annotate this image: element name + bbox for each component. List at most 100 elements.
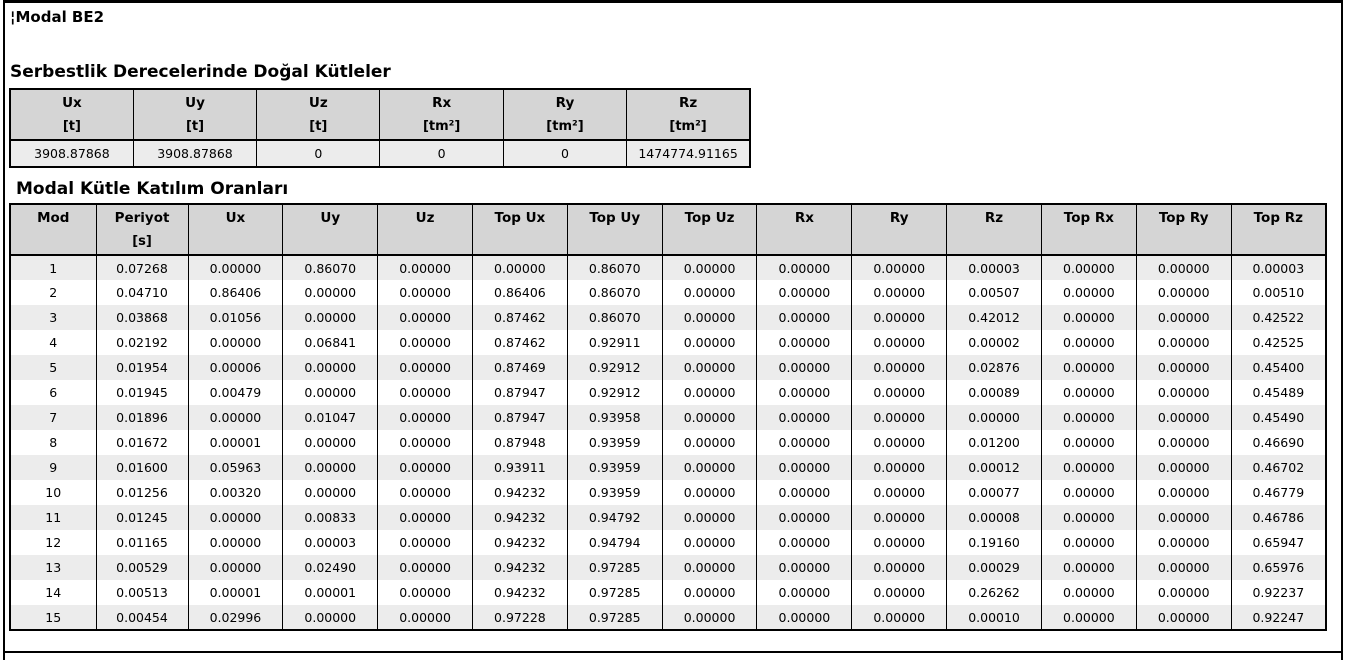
- table-cell: 0.65976: [1230, 555, 1326, 580]
- table-cell: 0.00000: [282, 280, 378, 305]
- table-cell: 0.00000: [851, 255, 947, 280]
- table-cell: 0.00000: [756, 605, 852, 630]
- table-cell: 13: [10, 555, 96, 580]
- table-cell: 0.07268: [95, 255, 188, 280]
- table-cell: 2: [10, 280, 96, 305]
- table-cell: 0.00000: [851, 480, 947, 505]
- table-cell: 0.00000: [1135, 530, 1232, 555]
- table-cell: 0.01672: [95, 430, 188, 455]
- table-cell: 0.00008: [946, 505, 1042, 530]
- table-cell: 0.00000: [1040, 330, 1137, 355]
- table-cell: 0.46702: [1230, 455, 1326, 480]
- table-cell: 0.87948: [471, 430, 568, 455]
- modal-participation-heading: Modal Kütle Katılım Oranları: [16, 179, 289, 199]
- report-title: ¦Modal BE2: [10, 8, 105, 26]
- table-cell: 0.92912: [566, 380, 663, 405]
- table-cell: 9: [10, 455, 96, 480]
- table-cell: 14: [10, 580, 96, 605]
- table-cell: 0.00089: [946, 380, 1042, 405]
- natural-masses-header-row: Ux [t] Uy [t] Uz [t] Rx [tm²] Ry [tm²] Rz [tm²]: [10, 89, 750, 141]
- table-cell: 0.92237: [1230, 580, 1326, 605]
- table-cell: 0.00000: [1135, 380, 1232, 405]
- table-cell: 0.00000: [1040, 480, 1137, 505]
- table-cell: 0.00000: [377, 605, 473, 630]
- table-cell: 0.00006: [187, 355, 283, 380]
- table-cell: 0.00000: [1135, 505, 1232, 530]
- column-header-rx: Rx: [756, 204, 852, 256]
- table-cell: 0.86406: [471, 280, 568, 305]
- table-cell: 0.00000: [1040, 405, 1137, 430]
- column-header-rz: Rz [tm²]: [626, 89, 750, 141]
- table-cell: 0.00000: [1040, 280, 1137, 305]
- column-header-top-uz: Top Uz: [661, 204, 757, 256]
- table-cell: 0.00000: [756, 305, 852, 330]
- report-content: ¦Modal BE2 Serbestlik Derecelerinde Doğa…: [5, 8, 1341, 631]
- table-cell: 0.00000: [187, 530, 283, 555]
- column-header-ux: Ux: [187, 204, 283, 256]
- table-cell: 0.00000: [1040, 505, 1137, 530]
- table-cell: 0.00000: [756, 280, 852, 305]
- table-cell: 0.00000: [661, 480, 757, 505]
- table-row: 7 0.01896 0.00000 0.01047 0.00000 0.87947 0.93…: [10, 405, 1326, 430]
- table-cell: 0.00000: [1040, 605, 1137, 630]
- table-cell: 0.00000: [756, 255, 852, 280]
- table-cell: 0.00000: [1135, 605, 1232, 630]
- column-header-rz: Rz: [946, 204, 1042, 256]
- table-cell: 0.00001: [282, 580, 378, 605]
- table-cell: 0.01056: [187, 305, 283, 330]
- modal-participation-header-row: Mod Periyot [s] Ux Uy Uz Top Ux Top Uy Top…: [10, 204, 1326, 256]
- table-cell: 0.93959: [566, 455, 663, 480]
- table-cell: 0.00000: [377, 405, 473, 430]
- table-cell: 0.00003: [946, 255, 1042, 280]
- table-cell: 0.00010: [946, 605, 1042, 630]
- column-header-ry: Ry [tm²]: [502, 89, 627, 141]
- table-row: 4 0.02192 0.00000 0.06841 0.00000 0.87462 0.92…: [10, 330, 1326, 355]
- table-cell: 0.00000: [187, 330, 283, 355]
- table-cell: 0.94232: [471, 480, 568, 505]
- table-cell: 0.02490: [282, 555, 378, 580]
- table-cell: 0.19160: [946, 530, 1042, 555]
- table-cell: 0.00000: [377, 280, 473, 305]
- table-cell: 0.00000: [661, 405, 757, 430]
- table-cell: 0.00507: [946, 280, 1042, 305]
- table-cell: 0.00000: [661, 580, 757, 605]
- table-cell: 0: [502, 140, 627, 167]
- table-cell: 0.00000: [1040, 455, 1137, 480]
- table-cell: 0.00000: [851, 430, 947, 455]
- table-cell: 0.00000: [1135, 255, 1232, 280]
- table-cell: 0.00000: [377, 255, 473, 280]
- table-cell: 0.00000: [187, 505, 283, 530]
- table-row: 12 0.01165 0.00000 0.00003 0.00000 0.94232 0.9…: [10, 530, 1326, 555]
- table-cell: 0.97228: [471, 605, 568, 630]
- table-cell: 0.00000: [851, 605, 947, 630]
- table-cell: 0.94232: [471, 505, 568, 530]
- table-cell: 0.45489: [1230, 380, 1326, 405]
- column-header-top-ux: Top Ux: [471, 204, 568, 256]
- table-cell: 0.00000: [1135, 280, 1232, 305]
- table-cell: 0.87462: [471, 305, 568, 330]
- table-row: 10 0.01256 0.00320 0.00000 0.00000 0.94232 0.9…: [10, 480, 1326, 505]
- table-cell: 0.00000: [1135, 580, 1232, 605]
- table-cell: 0.87469: [471, 355, 568, 380]
- table-cell: 0.00077: [946, 480, 1042, 505]
- table-cell: 0.42525: [1230, 330, 1326, 355]
- table-cell: 0.92911: [566, 330, 663, 355]
- table-cell: 0.97285: [566, 580, 663, 605]
- table-cell: 0.00000: [1135, 305, 1232, 330]
- table-cell: 0.87947: [471, 380, 568, 405]
- table-cell: 0.00510: [1230, 280, 1326, 305]
- table-row: 15 0.00454 0.02996 0.00000 0.00000 0.97228 0.9…: [10, 605, 1326, 630]
- table-cell: 0.46779: [1230, 480, 1326, 505]
- table-cell: 0.00000: [1040, 255, 1137, 280]
- table-cell: 0.46690: [1230, 430, 1326, 455]
- modal-participation-table: Mod Periyot [s] Ux Uy Uz Top Ux Top Uy Top…: [9, 203, 1327, 631]
- table-cell: 0.00000: [377, 330, 473, 355]
- table-cell: 0.00000: [282, 430, 378, 455]
- table-cell: 0.00003: [282, 530, 378, 555]
- table-cell: 0: [379, 140, 504, 167]
- table-cell: 8: [10, 430, 96, 455]
- table-cell: 0.05963: [187, 455, 283, 480]
- table-cell: 0.00000: [471, 255, 568, 280]
- table-cell: 0.00000: [756, 330, 852, 355]
- table-cell: 0.00000: [756, 380, 852, 405]
